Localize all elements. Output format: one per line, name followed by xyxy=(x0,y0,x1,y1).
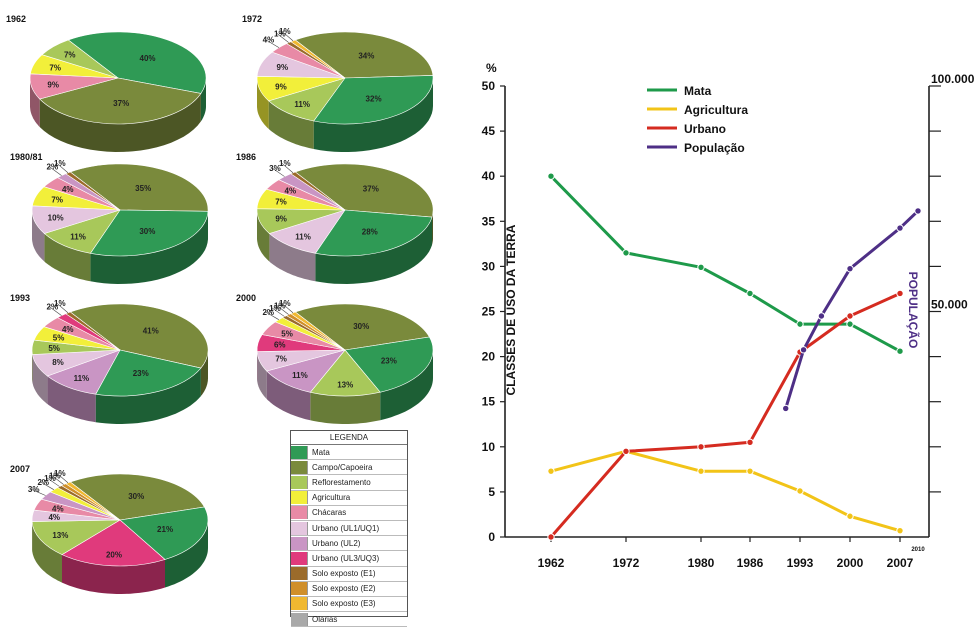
legend-item: Solo exposto (E1) xyxy=(291,567,407,582)
y-tick-label: 25 xyxy=(482,305,496,319)
data-point xyxy=(783,405,789,411)
data-point xyxy=(897,348,903,354)
legend-swatch xyxy=(291,506,308,519)
y-tick-label: 30 xyxy=(482,259,496,273)
legend-label: Mata xyxy=(308,448,330,457)
data-point xyxy=(915,208,921,214)
y2-tick-label: 100.000 xyxy=(931,72,975,86)
legend-line-label: Urbano xyxy=(684,122,726,136)
legend-swatch xyxy=(291,582,308,595)
data-point xyxy=(847,321,853,327)
x-tick-label: 2000 xyxy=(837,556,864,570)
data-point xyxy=(847,265,853,271)
data-point xyxy=(897,527,903,533)
data-point xyxy=(747,439,753,445)
legend-swatch xyxy=(291,476,308,489)
y-tick-label: 45 xyxy=(482,124,496,138)
legend-line-label: População xyxy=(684,141,745,155)
legend-item: Urbano (UL2) xyxy=(291,536,407,551)
legend-item: Agricultura xyxy=(291,491,407,506)
legend-item: Chácaras xyxy=(291,506,407,521)
y-tick-label: 50 xyxy=(482,79,496,93)
y2-axis-title: POPULAÇÃO xyxy=(906,272,921,349)
y-tick-label: 40 xyxy=(482,169,496,183)
x-tick-label: 1980 xyxy=(688,556,715,570)
x-extra-tick-label: 2010 xyxy=(911,547,925,553)
data-point xyxy=(847,313,853,319)
data-point xyxy=(797,321,803,327)
legend-label: Solo exposto (E1) xyxy=(308,569,376,578)
x-tick-label: 2007 xyxy=(887,556,914,570)
legend-swatch xyxy=(291,597,308,610)
y-unit-label: % xyxy=(486,61,497,75)
data-point xyxy=(897,225,903,231)
data-point xyxy=(548,173,554,179)
data-point xyxy=(818,313,824,319)
data-point xyxy=(548,468,554,474)
legend-item: Solo exposto (E2) xyxy=(291,582,407,597)
legend-label: Reflorestamento xyxy=(308,478,371,487)
data-point xyxy=(623,448,629,454)
legend-line-label: Agricultura xyxy=(684,103,748,117)
y2-tick-label: 50.000 xyxy=(931,298,968,312)
data-point xyxy=(698,264,704,270)
legend-label: Solo exposto (E3) xyxy=(308,599,376,608)
y-tick-label: 20 xyxy=(482,350,496,364)
legend-item: Mata xyxy=(291,445,407,460)
legend-swatch xyxy=(291,446,308,459)
data-point xyxy=(548,534,554,540)
legend-swatch xyxy=(291,491,308,504)
legend-swatch xyxy=(291,567,308,580)
legend-label: Campo/Capoeira xyxy=(308,463,372,472)
legend-label: Urbano (UL1/UQ1) xyxy=(308,524,379,533)
legend-item: Urbano (UL3/UQ3) xyxy=(291,551,407,566)
x-tick-label: 1972 xyxy=(613,556,640,570)
series-mata xyxy=(548,173,903,354)
data-point xyxy=(747,290,753,296)
data-point xyxy=(797,488,803,494)
legend-swatch xyxy=(291,537,308,550)
legend-swatch xyxy=(291,552,308,565)
series-line xyxy=(551,294,900,538)
legend-swatch xyxy=(291,613,308,626)
x-tick-label: 1986 xyxy=(737,556,764,570)
series-população xyxy=(783,208,922,412)
legend-label: Chácaras xyxy=(308,508,346,517)
data-point xyxy=(698,444,704,450)
legend-label: Olarias xyxy=(308,615,337,624)
legend-item: Olarias xyxy=(291,612,407,627)
y-axis-title: CLASSES DE USO DA TERRA xyxy=(504,224,518,395)
legend-swatch xyxy=(291,522,308,535)
data-point xyxy=(897,290,903,296)
legend-swatch xyxy=(291,461,308,474)
data-point xyxy=(623,250,629,256)
series-agricultura xyxy=(548,448,903,534)
legend-title: LEGENDA xyxy=(291,431,407,445)
legend-item: Solo exposto (E3) xyxy=(291,597,407,612)
legend-line-label: Mata xyxy=(684,84,712,98)
data-point xyxy=(847,513,853,519)
legend-item: Campo/Capoeira xyxy=(291,460,407,475)
legend-label: Agricultura xyxy=(308,493,350,502)
legend-label: Solo exposto (E2) xyxy=(308,584,376,593)
legend-item: Urbano (UL1/UQ1) xyxy=(291,521,407,536)
y-tick-label: 0 xyxy=(488,530,495,544)
y-tick-label: 15 xyxy=(482,395,496,409)
y-tick-label: 10 xyxy=(482,440,496,454)
series-line xyxy=(786,211,918,409)
data-point xyxy=(698,468,704,474)
data-point xyxy=(747,468,753,474)
legend-label: Urbano (UL2) xyxy=(308,539,360,548)
legend-item: Reflorestamento xyxy=(291,475,407,490)
legend-label: Urbano (UL3/UQ3) xyxy=(308,554,379,563)
pie-legend: LEGENDA Mata Campo/Capoeira Reflorestament… xyxy=(290,430,408,617)
data-point xyxy=(800,347,806,353)
x-tick-label: 1962 xyxy=(538,556,565,570)
y-tick-label: 35 xyxy=(482,214,496,228)
y-tick-label: 5 xyxy=(488,485,495,499)
x-tick-label: 1993 xyxy=(787,556,814,570)
